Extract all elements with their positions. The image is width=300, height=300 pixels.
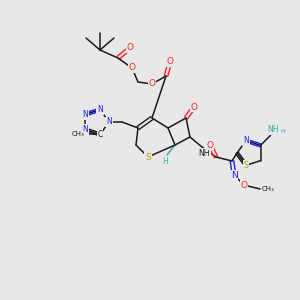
Text: CH₃: CH₃: [72, 131, 84, 137]
Text: O: O: [128, 64, 136, 73]
Text: N: N: [106, 118, 112, 127]
Text: NH: NH: [267, 125, 278, 134]
Text: N: N: [82, 110, 88, 119]
Text: H: H: [280, 129, 285, 134]
Text: N: N: [243, 136, 249, 145]
Text: N: N: [97, 105, 103, 114]
Text: S: S: [244, 161, 248, 170]
Text: S: S: [145, 152, 151, 161]
Text: O: O: [241, 181, 248, 190]
Text: O: O: [148, 80, 155, 88]
Text: O: O: [127, 44, 134, 52]
Text: O: O: [206, 140, 214, 149]
Text: N: N: [82, 125, 88, 134]
Text: N: N: [231, 170, 237, 179]
Text: O: O: [167, 58, 173, 67]
Text: C: C: [98, 130, 103, 139]
Text: O: O: [190, 103, 197, 112]
Text: CH₃: CH₃: [262, 186, 275, 192]
Text: H: H: [162, 157, 168, 166]
Text: NH: NH: [198, 148, 210, 158]
